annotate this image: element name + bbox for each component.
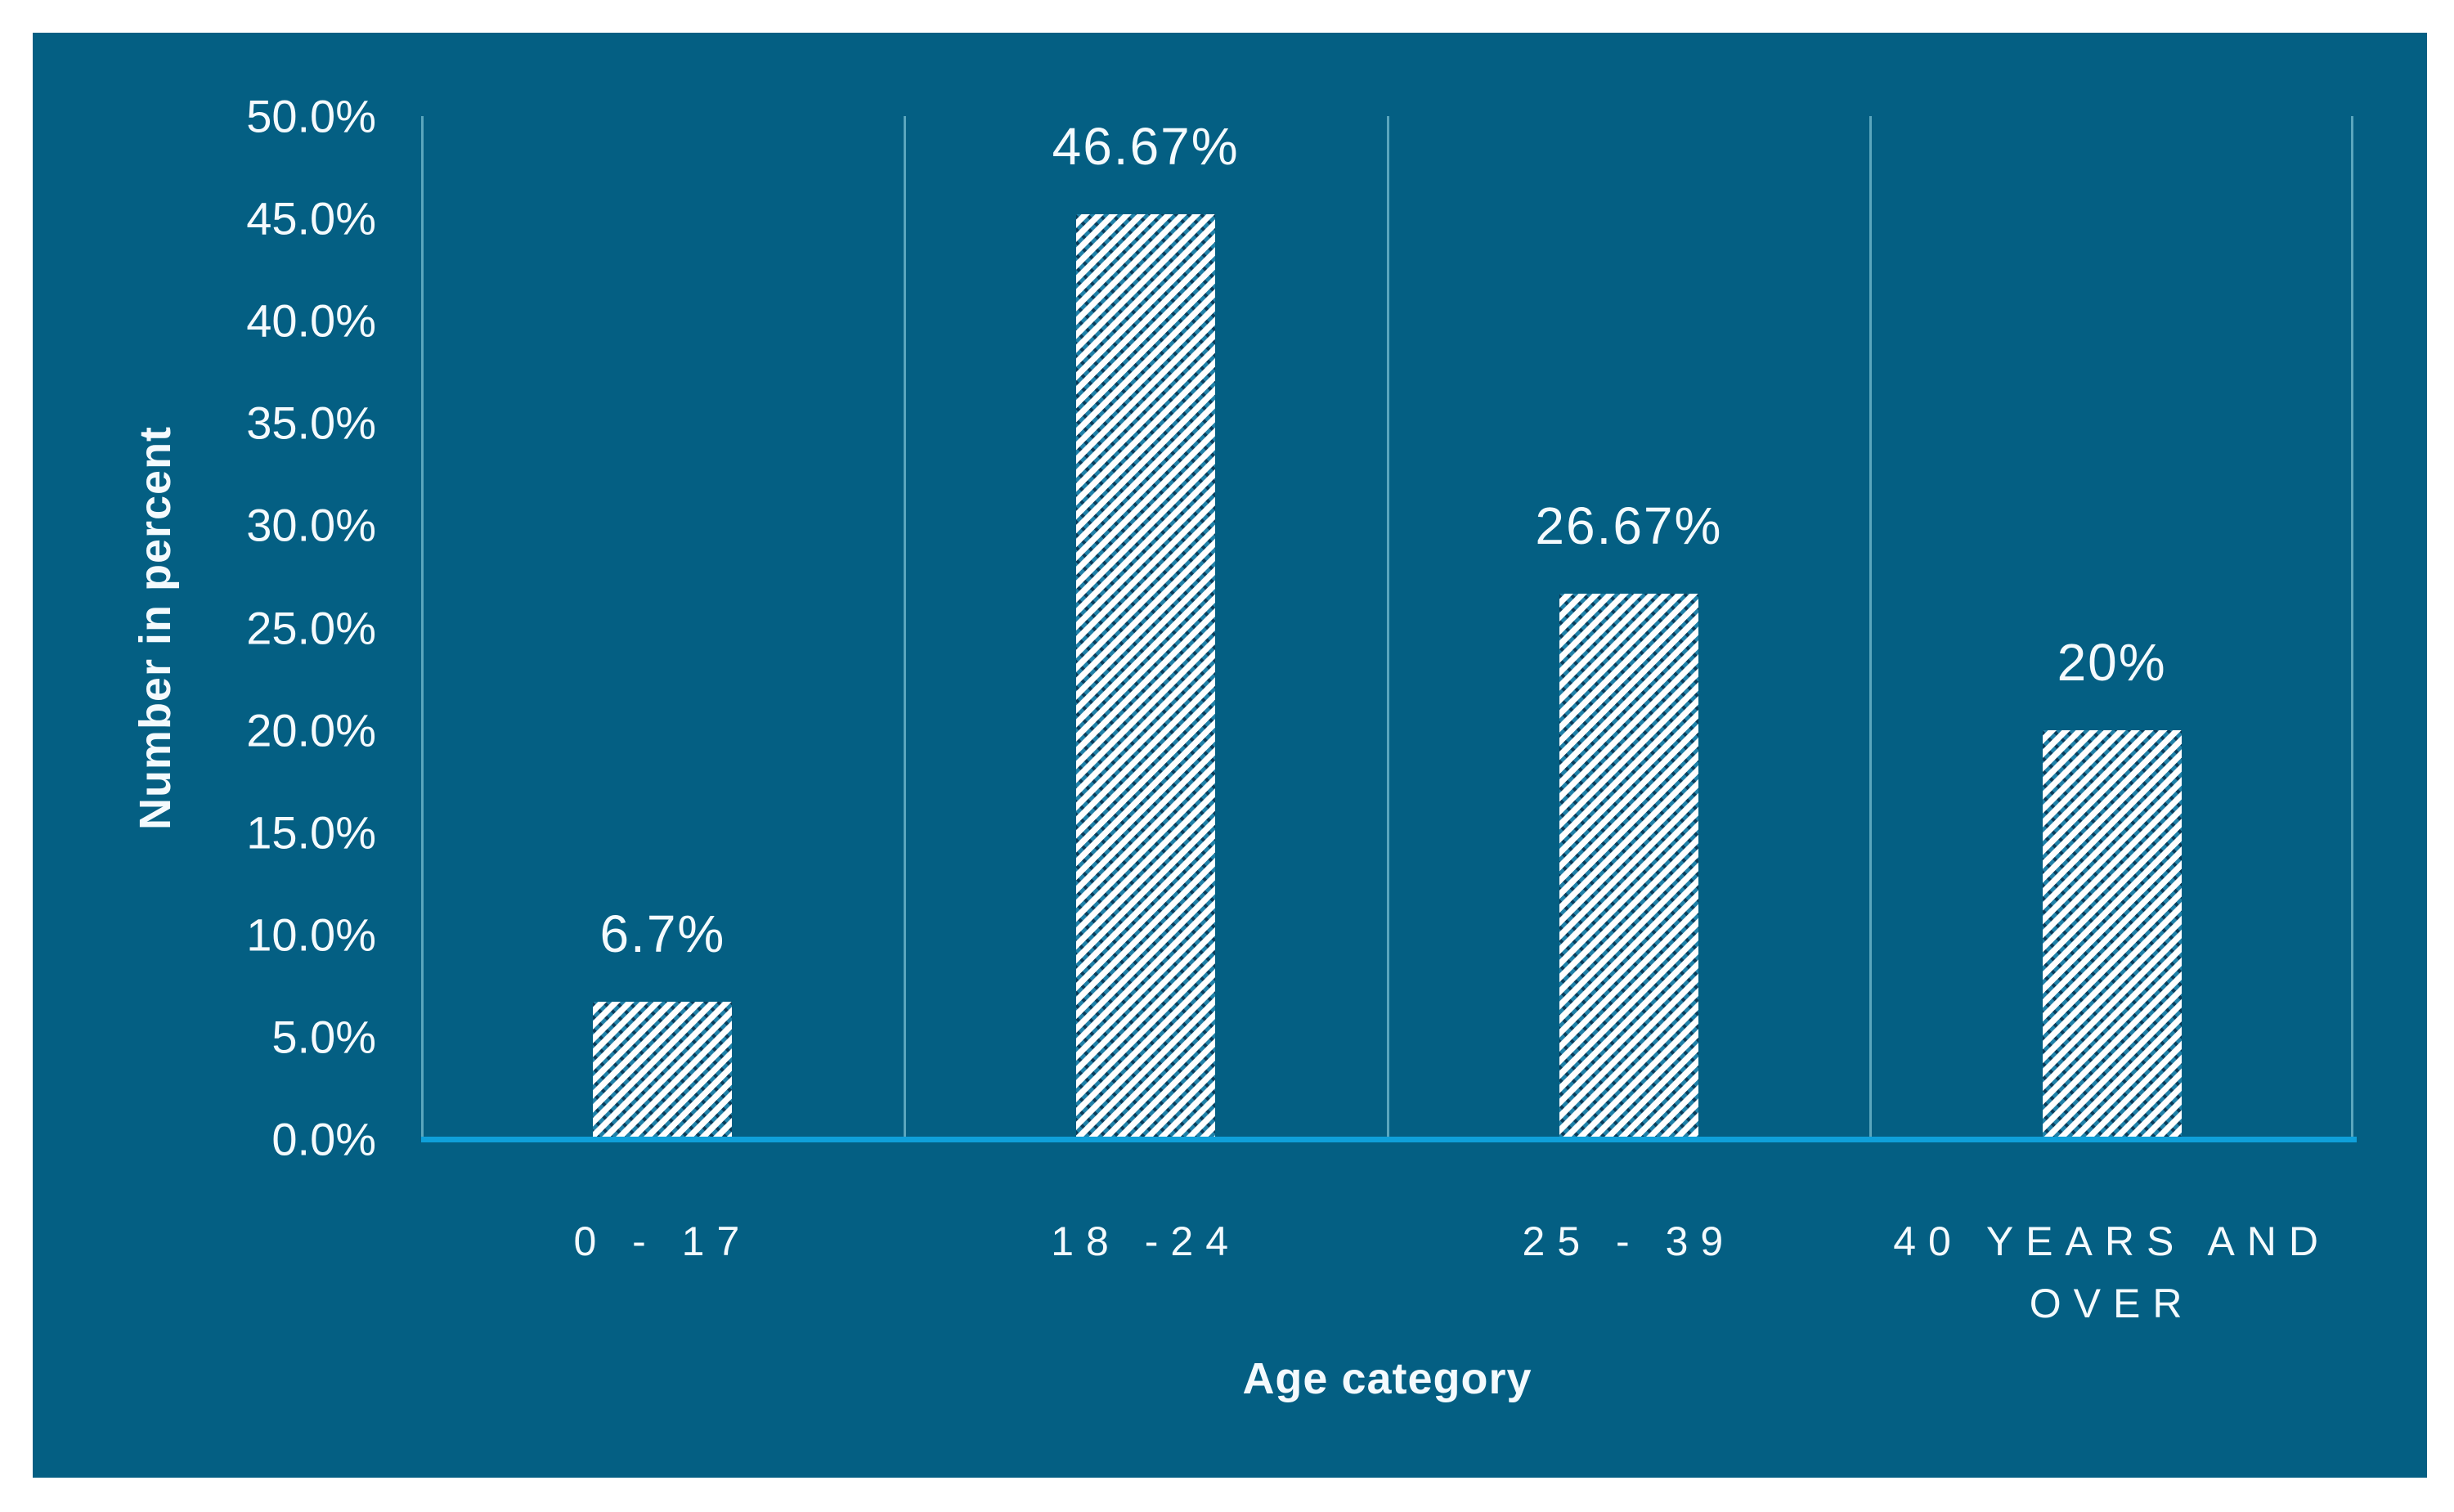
bar-hatch-fill bbox=[1076, 214, 1216, 1139]
x-axis-line bbox=[421, 1137, 2357, 1142]
x-axis-category-labels: 0 - 17 18 -24 25 - 39 40 YEARS AND OVER bbox=[421, 1210, 2353, 1390]
y-tick-45: 45.0% bbox=[246, 192, 376, 245]
category-label-0-17: 0 - 17 bbox=[573, 1218, 752, 1264]
category-column-40-over: 20% bbox=[1870, 116, 2353, 1139]
data-label: 6.7% bbox=[599, 904, 726, 964]
y-tick-25: 25.0% bbox=[246, 602, 376, 653]
gridline-3 bbox=[1869, 116, 1873, 1139]
y-tick-30: 30.0% bbox=[246, 499, 376, 551]
bar-hatch-fill bbox=[2042, 729, 2182, 1139]
gridline-left-axis bbox=[421, 116, 424, 1139]
bar-hatch-fill bbox=[593, 1002, 733, 1139]
y-tick-15: 15.0% bbox=[246, 806, 376, 859]
y-tick-0: 0.0% bbox=[271, 1113, 376, 1165]
y-axis-tick-labels: 50.0% 45.0% 40.0% 35.0% 30.0% 25.0% 20.0… bbox=[33, 91, 376, 1165]
chart-background: Number in percent 50.0% 45.0% 40.0% 35.0… bbox=[33, 33, 2427, 1478]
y-tick-35: 35.0% bbox=[246, 397, 376, 449]
bar-25-39 bbox=[1559, 593, 1698, 1139]
bar-40-over bbox=[2042, 729, 2182, 1139]
gridline-2 bbox=[1386, 116, 1389, 1139]
category-label-18-24: 18 -24 bbox=[1051, 1218, 1241, 1264]
y-tick-10: 10.0% bbox=[246, 909, 376, 961]
y-tick-50: 50.0% bbox=[246, 90, 376, 142]
gridline-right bbox=[2351, 116, 2353, 1139]
bar-hatch-fill bbox=[1559, 593, 1698, 1139]
y-tick-5: 5.0% bbox=[271, 1011, 376, 1063]
data-label: 20% bbox=[2057, 632, 2167, 692]
x-axis-title: Age category bbox=[1242, 1354, 1532, 1403]
y-tick-20: 20.0% bbox=[246, 704, 376, 756]
category-column-18-24: 46.67% bbox=[904, 116, 1388, 1139]
bar-0-17 bbox=[593, 1002, 733, 1139]
gridline-1 bbox=[903, 116, 906, 1139]
category-label-25-39: 25 - 39 bbox=[1522, 1218, 1736, 1264]
data-label: 26.67% bbox=[1535, 496, 1723, 555]
category-label-40-over: 40 YEARS AND OVER bbox=[1893, 1218, 2331, 1326]
y-tick-40: 40.0% bbox=[246, 294, 376, 347]
data-label: 46.67% bbox=[1052, 117, 1240, 176]
bar-18-24 bbox=[1076, 214, 1216, 1139]
category-column-25-39: 26.67% bbox=[1388, 116, 1871, 1139]
plot-area: 6.7% 46.67% 26.67% 20% bbox=[421, 116, 2357, 1142]
category-column-0-17: 6.7% bbox=[421, 116, 904, 1139]
